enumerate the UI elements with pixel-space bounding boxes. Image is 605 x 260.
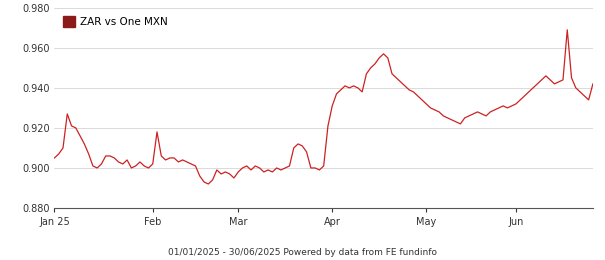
Text: 01/01/2025 - 30/06/2025 Powered by data from FE fundinfo: 01/01/2025 - 30/06/2025 Powered by data … xyxy=(168,248,437,257)
Legend: ZAR vs One MXN: ZAR vs One MXN xyxy=(60,13,171,30)
